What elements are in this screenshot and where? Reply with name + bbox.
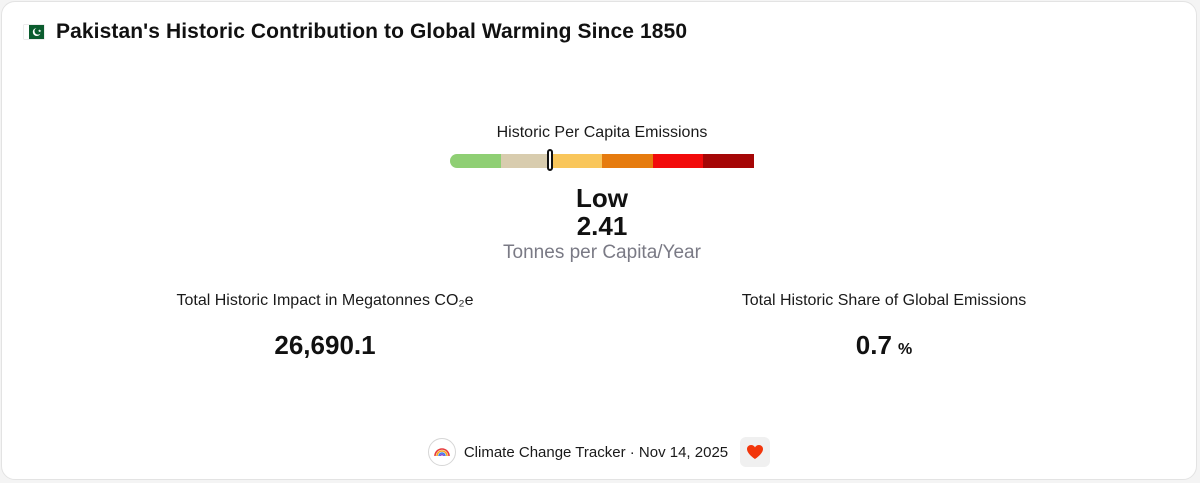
stat-global-share: Total Historic Share of Global Emissions… — [714, 292, 1054, 361]
heart-button[interactable] — [740, 437, 771, 467]
gauge-segment-5 — [652, 154, 704, 168]
gauge-units: Tonnes per Capita/Year — [503, 242, 701, 263]
gauge-level: Low — [576, 183, 628, 213]
gauge-segment-2 — [500, 154, 552, 168]
gauge-segment-3 — [551, 154, 603, 168]
gauge-segment-4 — [602, 154, 653, 168]
stat-total-impact: Total Historic Impact in Megatonnes CO₂e… — [150, 292, 500, 361]
gauge-marker — [547, 149, 554, 171]
gauge-segment-1 — [450, 154, 501, 168]
heart-icon — [747, 445, 764, 459]
gauge-label: Historic Per Capita Emissions — [496, 124, 708, 141]
stat-share-value-wrap: 0.7% — [714, 330, 1054, 361]
page-title: Pakistan's Historic Contribution to Glob… — [56, 20, 688, 43]
footer-text[interactable]: Climate Change Tracker · Nov 14, 2025 — [463, 443, 729, 461]
footer: Climate Change Tracker · Nov 14, 2025 — [2, 437, 1196, 467]
gauge-segment-6 — [703, 154, 755, 168]
stat-share-label: Total Historic Share of Global Emissions — [741, 292, 1027, 309]
stat-impact-label: Total Historic Impact in Megatonnes CO₂e — [176, 292, 474, 309]
stat-impact-value: 26,690.1 — [274, 330, 376, 360]
pakistan-flag-icon — [24, 25, 44, 39]
stat-share-value: 0.7 — [855, 330, 892, 360]
header: Pakistan's Historic Contribution to Glob… — [24, 20, 687, 44]
gauge-bar — [450, 149, 755, 171]
rainbow-logo-icon[interactable] — [427, 438, 456, 466]
per-capita-gauge: Historic Per Capita Emissions Low 2.41 T… — [450, 124, 755, 264]
gauge-value: 2.41 — [576, 211, 628, 241]
stat-share-unit: % — [897, 341, 913, 358]
